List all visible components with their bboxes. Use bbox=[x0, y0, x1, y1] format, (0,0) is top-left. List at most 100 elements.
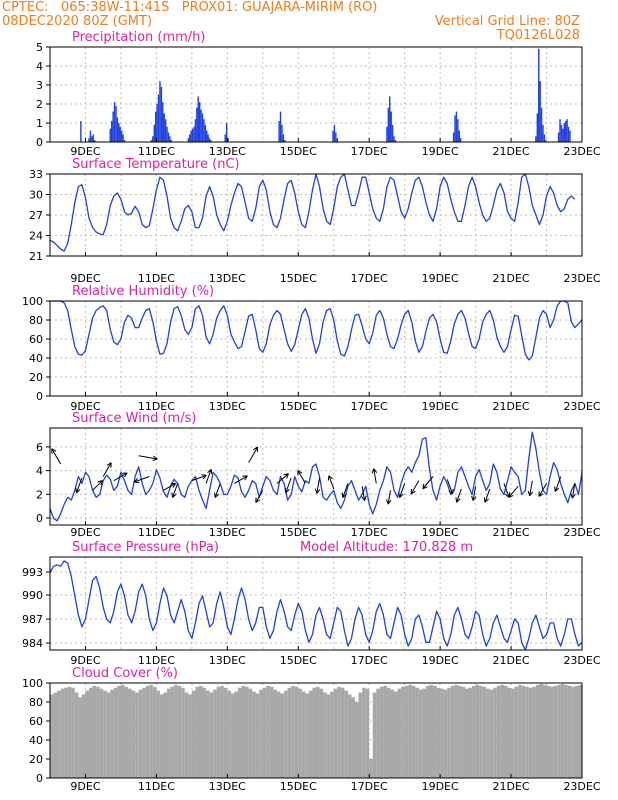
precip-bar bbox=[119, 126, 121, 142]
cloud-bar bbox=[167, 688, 171, 778]
wind-ytick-label: 2 bbox=[36, 488, 43, 501]
cloud-bar bbox=[567, 685, 572, 778]
wind-arrow bbox=[191, 474, 207, 482]
precip-bar bbox=[152, 136, 154, 142]
precip-bar bbox=[157, 94, 160, 142]
precip-bar bbox=[115, 105, 117, 142]
wind-arrow bbox=[327, 475, 335, 490]
precip-bar bbox=[206, 130, 208, 142]
cloud-bar bbox=[440, 688, 444, 778]
precip-bar bbox=[207, 134, 209, 142]
cloud-xtick-label: 23DEC bbox=[563, 780, 600, 793]
precip-bar bbox=[204, 124, 207, 142]
cloud-bar bbox=[447, 687, 451, 778]
rh-title: Relative Humidity (%) bbox=[72, 284, 214, 299]
wind-arrow bbox=[284, 477, 292, 494]
rh-ytick-label: 80 bbox=[29, 314, 43, 327]
precip-bar bbox=[387, 107, 390, 142]
precip-bar bbox=[197, 96, 199, 142]
cloud-bar bbox=[237, 687, 242, 778]
precip-bar bbox=[332, 130, 334, 142]
cloud-bar bbox=[443, 689, 448, 778]
cloud-bar bbox=[135, 692, 139, 778]
cloud-bar bbox=[120, 684, 125, 778]
wind-arrow bbox=[75, 477, 83, 494]
wind-arrow bbox=[398, 483, 406, 498]
cloud-bar bbox=[511, 688, 515, 778]
rh-xtick-label: 23DEC bbox=[563, 400, 600, 413]
precip-bar bbox=[203, 119, 205, 142]
cloud-bar bbox=[365, 688, 370, 778]
pres-annotation: Model Altitude: 170.828 m bbox=[300, 540, 473, 555]
cloud-bar bbox=[404, 685, 409, 778]
cloud-bar bbox=[131, 690, 136, 778]
precip-bar bbox=[535, 136, 537, 142]
precip-bar bbox=[160, 86, 163, 142]
cloud-bar bbox=[429, 684, 434, 778]
cloud-bar bbox=[489, 689, 494, 778]
temp-panel: Surface Temperature (nC) 21 24 27 30 33 9DEC 11… bbox=[29, 157, 601, 285]
wind-arrow bbox=[361, 486, 367, 501]
pres-ytick-label: 984 bbox=[22, 637, 43, 650]
wind-arrow bbox=[422, 476, 434, 490]
cloud-ytick-label: 0 bbox=[36, 772, 43, 785]
rh-ytick-label: 40 bbox=[29, 352, 43, 365]
precip-xtick-label: 17DEC bbox=[351, 145, 388, 158]
cloud-bar bbox=[369, 759, 373, 778]
cloud-bar bbox=[262, 687, 267, 778]
precip-bar bbox=[539, 81, 541, 142]
precip-bar bbox=[459, 138, 462, 142]
cloud-bar bbox=[535, 684, 540, 778]
cloud-bar bbox=[337, 686, 341, 778]
precip-bar bbox=[150, 140, 153, 142]
precip-bar bbox=[225, 123, 228, 142]
cloud-bar bbox=[142, 687, 146, 778]
precip-bar bbox=[393, 136, 395, 142]
wind-arrow bbox=[51, 448, 62, 465]
temp-xtick-label: 15DEC bbox=[280, 272, 317, 285]
cloud-bar bbox=[128, 688, 132, 778]
temp-xtick-label: 9DEC bbox=[70, 272, 100, 285]
precip-bar bbox=[391, 124, 394, 142]
wind-arrow bbox=[538, 483, 547, 497]
pres-xtick-label: 13DEC bbox=[209, 654, 246, 667]
wind-arrow bbox=[171, 483, 179, 498]
cloud-xtick-label: 9DEC bbox=[70, 780, 100, 793]
cloud-bar bbox=[163, 692, 168, 778]
precip-bar bbox=[159, 81, 161, 142]
cloud-bar bbox=[496, 685, 501, 778]
cloud-bar bbox=[323, 692, 327, 778]
cloud-bar bbox=[50, 694, 54, 778]
temp-xtick-label: 19DEC bbox=[422, 272, 459, 285]
cloud-bar bbox=[564, 684, 568, 778]
precip-bar bbox=[458, 130, 460, 142]
precip-bar bbox=[563, 123, 565, 142]
precip-bar bbox=[281, 124, 283, 142]
cloud-bar bbox=[550, 686, 554, 778]
cloud-bar bbox=[113, 687, 118, 778]
cloud-bar bbox=[415, 687, 419, 778]
cloud-bar bbox=[433, 685, 437, 778]
wind-ytick-label: 6 bbox=[36, 441, 43, 454]
rh-frame bbox=[49, 300, 583, 397]
cloud-bar bbox=[411, 685, 416, 778]
rh-xtick-label: 11DEC bbox=[138, 400, 175, 413]
precip-bar bbox=[279, 111, 282, 142]
pres-xtick-label: 17DEC bbox=[351, 654, 388, 667]
rh-xtick-label: 13DEC bbox=[209, 400, 246, 413]
wind-arrow bbox=[133, 476, 150, 484]
cloud-bar bbox=[181, 687, 185, 778]
cloud-bar bbox=[344, 690, 348, 778]
wind-arrow bbox=[276, 473, 289, 484]
precip-bar bbox=[112, 111, 114, 142]
cloud-bar bbox=[308, 690, 313, 778]
temp-xtick-label: 23DEC bbox=[563, 272, 600, 285]
cloud-bar bbox=[422, 688, 426, 778]
cloud-bar bbox=[284, 690, 288, 778]
cloud-title: Cloud Cover (%) bbox=[72, 666, 178, 681]
cloud-ytick-label: 60 bbox=[29, 715, 43, 728]
cloud-bar bbox=[213, 689, 217, 778]
precip-bar bbox=[120, 130, 123, 142]
cloud-bar bbox=[78, 697, 82, 778]
